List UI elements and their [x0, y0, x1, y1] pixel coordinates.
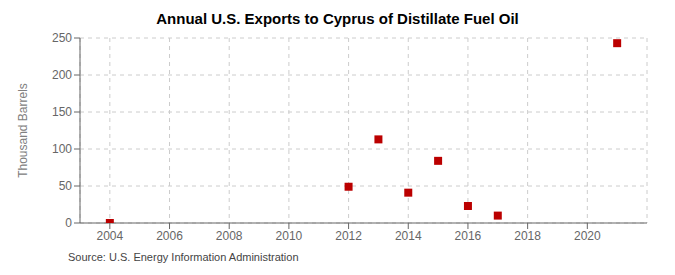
svg-text:2004: 2004	[96, 229, 123, 243]
html-text:Annual U.S. Exports to Cyprus: Annual U.S. Exports to Cyprus of Distill…	[156, 10, 519, 27]
svg-text:2018: 2018	[514, 229, 541, 243]
svg-text:2008: 2008	[216, 229, 243, 243]
svg-text:250: 250	[52, 31, 72, 45]
svg-text:2016: 2016	[455, 229, 482, 243]
svg-text:2020: 2020	[574, 229, 601, 243]
svg-text:50: 50	[59, 179, 73, 193]
svg-text:100: 100	[52, 142, 72, 156]
svg-text:2010: 2010	[276, 229, 303, 243]
svg-text:2006: 2006	[156, 229, 183, 243]
svg-text:2012: 2012	[335, 229, 362, 243]
svg-text:Thousand Barrels: Thousand Barrels	[16, 83, 30, 178]
html-text:Source: U.S. Energy Informatio: Source: U.S. Energy Information Administ…	[68, 251, 299, 263]
svg-text:150: 150	[52, 105, 72, 119]
svg-text:200: 200	[52, 68, 72, 82]
svg-text:2014: 2014	[395, 229, 422, 243]
svg-text:0: 0	[65, 216, 72, 230]
